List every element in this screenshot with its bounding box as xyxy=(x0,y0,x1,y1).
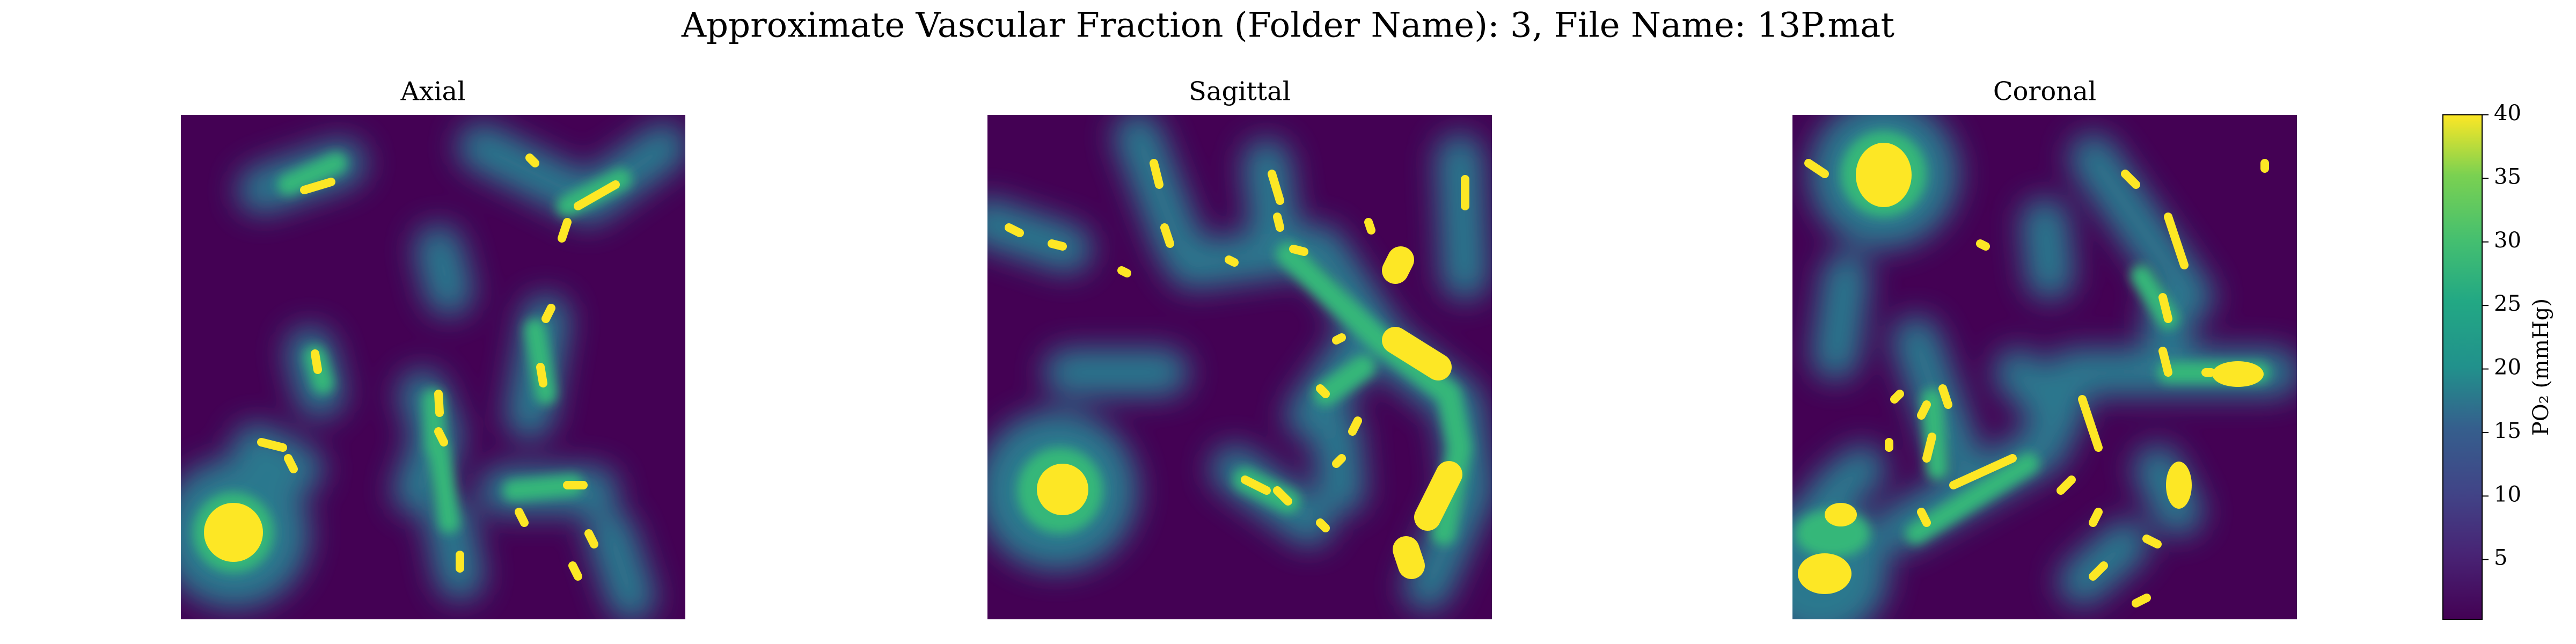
colorbar-tick-label: 30 xyxy=(2494,228,2521,253)
panel-title: Axial xyxy=(400,77,465,107)
figure-title: Approximate Vascular Fraction (Folder Na… xyxy=(681,6,1894,46)
colorbar-label: PO₂ (mmHg) xyxy=(2529,298,2553,436)
heatmap-image xyxy=(1792,115,2297,619)
colorbar-tick-label: 40 xyxy=(2494,101,2521,126)
colorbar-tick-label: 25 xyxy=(2494,291,2521,316)
heatmap-image xyxy=(181,115,685,619)
heatmap-image xyxy=(987,115,1492,619)
colorbar-tick-label: 5 xyxy=(2494,546,2507,570)
colorbar xyxy=(2442,114,2483,620)
colorbar-tick-label: 10 xyxy=(2494,482,2521,507)
colorbar-tick-label: 20 xyxy=(2494,355,2521,380)
colorbar-tick-label: 35 xyxy=(2494,164,2521,189)
colorbar-tick-label: 15 xyxy=(2494,419,2521,443)
panel-title: Coronal xyxy=(1993,77,2096,107)
panel-title: Sagittal xyxy=(1189,77,1291,107)
